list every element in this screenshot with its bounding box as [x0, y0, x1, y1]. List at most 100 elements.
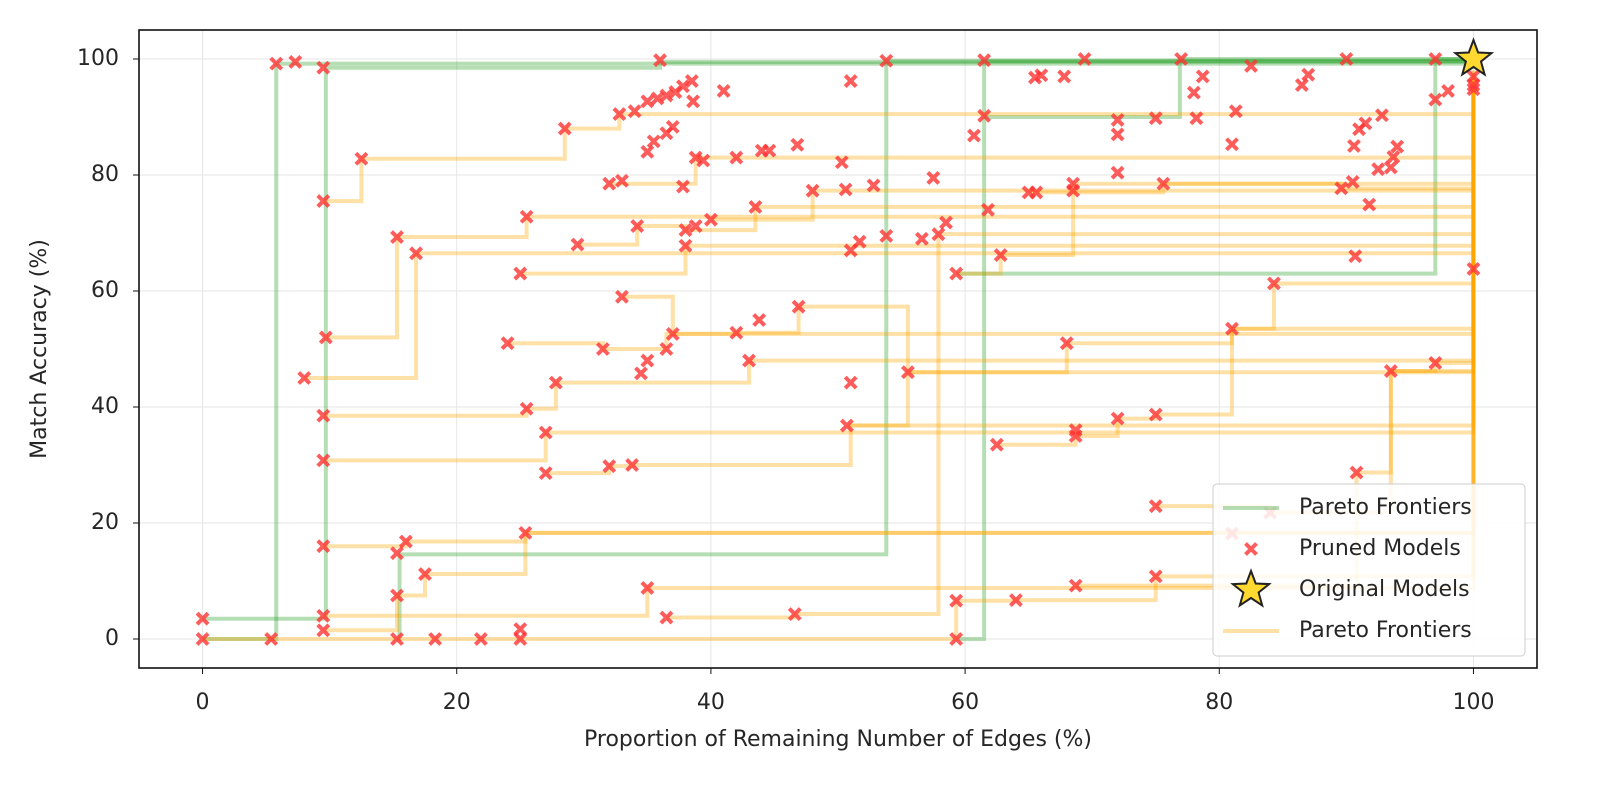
- pruned-model: [297, 371, 312, 385]
- pruned-model: [316, 453, 331, 468]
- pruned-model: [665, 119, 680, 134]
- pruned-model: [519, 209, 534, 224]
- pruned-model: [390, 632, 404, 646]
- x-tick-label: 40: [697, 690, 725, 715]
- pruned-model: [1156, 176, 1171, 191]
- pruned-model: [1110, 127, 1125, 142]
- pruned-model: [653, 53, 667, 68]
- pruned-model: [615, 173, 629, 188]
- pruned-model: [1334, 181, 1349, 196]
- pruned-model: [316, 194, 331, 209]
- pruned-model: [513, 622, 528, 637]
- pruned-model: [1466, 78, 1481, 93]
- legend-label: Pruned Models: [1299, 536, 1461, 561]
- frontier-line: [323, 189, 1476, 463]
- pruned-model: [839, 418, 854, 433]
- x-tick-label: 20: [443, 690, 471, 715]
- legend-box: [1212, 483, 1526, 657]
- axes-frame: [138, 29, 1538, 669]
- pruned-model: [318, 330, 333, 345]
- pruned-model: [288, 54, 303, 69]
- pruned-model: [791, 299, 806, 314]
- x-tick-label: 0: [196, 690, 210, 715]
- pruned-model: [418, 567, 432, 581]
- pruned-model: [646, 134, 661, 149]
- pruned-model: [264, 632, 279, 646]
- pruned-model: [1066, 183, 1081, 198]
- pruned-model: [1110, 411, 1125, 426]
- pruned-model: [981, 202, 995, 217]
- pruned-model: [1174, 52, 1189, 66]
- pruned-model: [716, 83, 731, 98]
- pruned-model: [1339, 52, 1354, 66]
- pruned-model: [627, 104, 642, 119]
- y-tick-label: 100: [77, 46, 119, 71]
- x-tick-label: 60: [951, 690, 979, 715]
- pruned-model: [1148, 499, 1163, 514]
- pruned-model: [519, 401, 534, 416]
- pruned-model: [1383, 160, 1398, 175]
- pruned-model: [1466, 262, 1481, 276]
- pruned-model: [1390, 139, 1405, 154]
- pruned-model: [1225, 137, 1239, 152]
- pruned-model: [805, 183, 820, 198]
- pruned-model: [914, 231, 929, 246]
- pruned-model: [1362, 197, 1377, 212]
- pruned-model: [570, 237, 585, 252]
- legend-label: Pareto Frontiers: [1299, 495, 1472, 520]
- pruned-model: [1386, 150, 1401, 164]
- frontier-line: [984, 57, 1474, 119]
- pruned-model: [1267, 276, 1281, 291]
- pruned-model: [1345, 175, 1360, 189]
- pruned-model: [665, 327, 680, 341]
- pruned-model: [1371, 162, 1386, 177]
- pruned-model: [926, 170, 941, 185]
- pruned-model: [1110, 165, 1125, 180]
- pruned-model: [630, 219, 645, 233]
- x-axis-label: Proportion of Remaining Number of Edges …: [584, 727, 1092, 752]
- pruned-model: [834, 155, 849, 170]
- grid: [139, 30, 1537, 668]
- pruned-model: [615, 289, 629, 304]
- y-tick-label: 40: [91, 394, 119, 419]
- pruned-model: [634, 366, 648, 381]
- plot-area: [195, 37, 1495, 646]
- pruned-model: [742, 353, 756, 368]
- pruned-model: [1428, 356, 1443, 370]
- pruned-model: [879, 228, 894, 243]
- pruned-model: [316, 60, 331, 75]
- pruned-model: [650, 91, 665, 106]
- pruned-model: [538, 466, 553, 481]
- frontier-line: [666, 81, 1476, 620]
- pruned-model: [989, 437, 1004, 452]
- frontier-line: [323, 76, 1476, 549]
- frontier-line: [325, 111, 1476, 340]
- pruned-model: [1375, 108, 1389, 123]
- frontier-line: [609, 70, 1476, 186]
- pruned-model: [513, 266, 528, 281]
- pruned-model: [843, 74, 858, 88]
- pruned-model: [1349, 465, 1364, 480]
- frontier-line: [846, 105, 1476, 428]
- pruned-model: [678, 223, 693, 238]
- pruned-model: [1195, 69, 1210, 84]
- pruned-model: [1148, 569, 1163, 584]
- pruned-model: [316, 608, 331, 623]
- pruned-model: [500, 336, 515, 351]
- pruned-model: [879, 53, 894, 68]
- legend-label: Pareto Frontiers: [1299, 618, 1472, 643]
- pruned-model: [473, 632, 488, 646]
- pruned-model: [1441, 83, 1455, 98]
- pruned-model: [1228, 104, 1243, 119]
- pruned-model: [1148, 111, 1163, 126]
- pruned-model: [316, 408, 331, 423]
- frontier-line: [545, 144, 1476, 476]
- frontier-line: [996, 256, 1476, 447]
- x-tick-label: 100: [1452, 690, 1494, 715]
- pruned-model: [354, 151, 369, 166]
- legend-marker: [1244, 542, 1258, 556]
- pruned-model: [1301, 67, 1316, 82]
- pruned-model: [1077, 52, 1092, 66]
